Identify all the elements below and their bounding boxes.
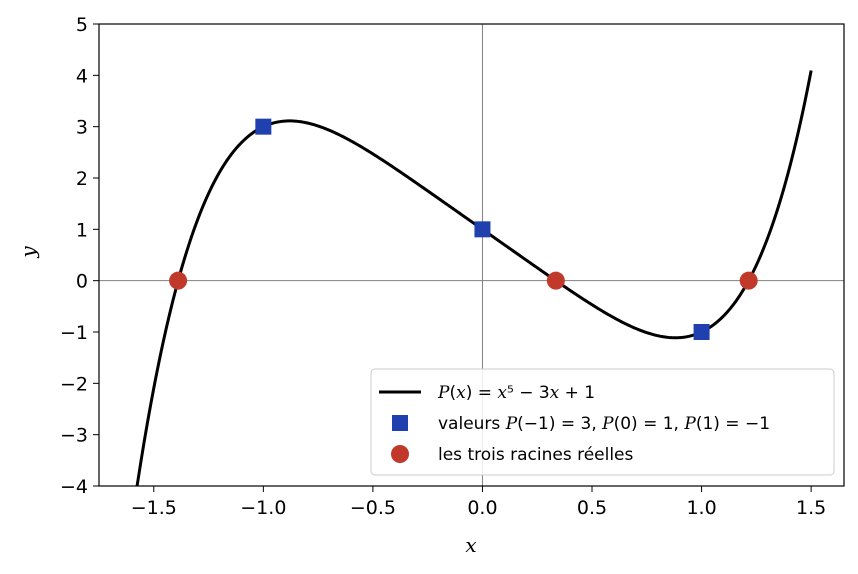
y-axis: −4 −3 −2 −1 0 1 2 3 4 5 (60, 14, 99, 498)
y-tick-label: 1 (76, 219, 88, 241)
root-circle-marker (739, 271, 758, 290)
legend-label: valeurs P(−1) = 3, P(0) = 1, P(1) = −1 (438, 414, 770, 434)
plot-frame (98, 23, 845, 487)
value-square-marker (474, 221, 491, 238)
legend-label-part: ⁵ − 3 (507, 383, 550, 403)
x-tick-label: 0.0 (467, 497, 497, 519)
y-tick-label: 4 (76, 65, 88, 87)
legend-label-part: les trois racines réelles (438, 445, 634, 465)
legend-label-part: (0) = 1, (614, 414, 685, 434)
legend-circle-swatch (391, 445, 409, 463)
legend-label-part: P (437, 383, 450, 403)
value-square-marker (693, 324, 710, 340)
x-tick-label: 1.5 (796, 497, 826, 519)
legend-label-part: P (683, 414, 696, 434)
y-tick-label: 3 (76, 117, 88, 139)
x-tick-label: 0.5 (577, 497, 607, 519)
legend-label-part: x (456, 383, 466, 403)
legend-label: les trois racines réelles (438, 445, 634, 465)
root-circle-marker (546, 271, 565, 290)
legend-label-part: valeurs (438, 414, 506, 434)
y-tick-label: −1 (60, 322, 88, 344)
x-tick-label: −1.0 (240, 497, 286, 519)
legend-label-part: x (497, 383, 507, 403)
legend-label-part: ( (449, 383, 456, 403)
legend-box (370, 368, 835, 476)
x-axis: −1.5 −1.0 −0.5 0.0 0.5 1.0 1.5 (131, 486, 826, 519)
x-tick-label: −1.5 (131, 497, 177, 519)
y-axis-label: y (16, 246, 40, 259)
y-tick-label: 5 (76, 14, 88, 36)
x-axis-label: x (465, 533, 476, 557)
legend-label-part: P (601, 414, 614, 434)
y-tick-label: −3 (60, 425, 88, 447)
root-circle-marker (169, 271, 188, 290)
legend-label-part: (1) = −1 (696, 414, 770, 434)
x-tick-label: −0.5 (350, 497, 396, 519)
y-tick-label: −4 (60, 476, 88, 498)
legend-label-part: P (505, 414, 518, 434)
legend-label: P(x) = x⁵ − 3x + 1 (437, 383, 595, 403)
x-tick-label: 1.0 (686, 497, 716, 519)
legend-square-swatch (392, 415, 408, 431)
value-square-marker (255, 118, 272, 135)
y-tick-label: 0 (76, 271, 88, 293)
legend-label-part: ) = (466, 383, 498, 403)
y-tick-label: 2 (76, 168, 88, 190)
legend-label-part: + 1 (559, 383, 595, 403)
legend-label-part: x (550, 383, 560, 403)
y-tick-label: −2 (60, 373, 88, 395)
marker-layer (169, 118, 758, 340)
legend-label-part: (−1) = 3, (517, 414, 602, 434)
